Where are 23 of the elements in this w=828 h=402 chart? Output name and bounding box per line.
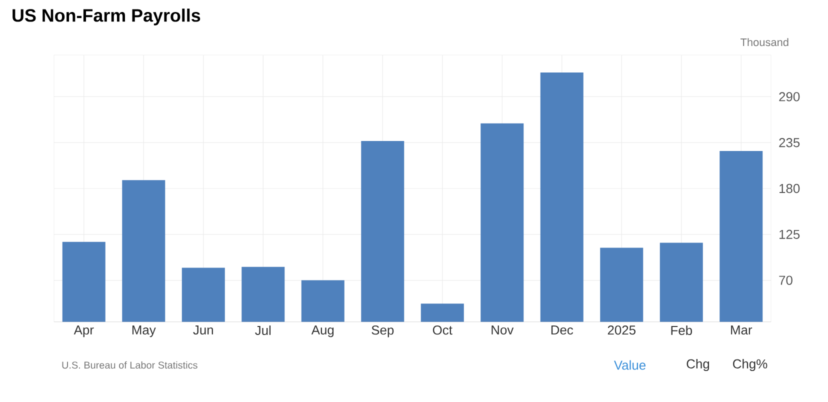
- x-tick-label: Nov: [492, 326, 514, 335]
- y-tick-label: 235: [779, 138, 800, 148]
- x-tick-label: Jul: [255, 326, 271, 336]
- y-axis-title: Thousand: [740, 38, 788, 46]
- x-tick-label: Mar: [731, 326, 752, 335]
- x-tick-label: Sep: [372, 326, 394, 338]
- y-tick-label: 180: [780, 184, 800, 194]
- y-tick-label: 125: [780, 230, 800, 239]
- x-tick-label: 2025: [608, 326, 636, 335]
- chart-title: US Non-Farm Payrolls: [12, 8, 200, 26]
- x-tick-label: Dec: [551, 326, 574, 335]
- text: Chg%: [733, 358, 768, 372]
- text: U.S. Bureau of Labor Statistics: [62, 361, 198, 369]
- text: Chg: [686, 358, 710, 372]
- x-tick-label: May: [132, 326, 156, 338]
- x-tick-label: Oct: [432, 326, 452, 335]
- x-tick-label: Aug: [311, 326, 334, 338]
- text: Value: [614, 360, 646, 370]
- x-tick-label: Feb: [671, 326, 692, 336]
- y-tick-label: 70: [779, 276, 792, 285]
- x-tick-label: Jun: [193, 326, 213, 335]
- x-tick-label: Apr: [74, 326, 94, 338]
- y-tick-label: 290: [779, 92, 800, 102]
